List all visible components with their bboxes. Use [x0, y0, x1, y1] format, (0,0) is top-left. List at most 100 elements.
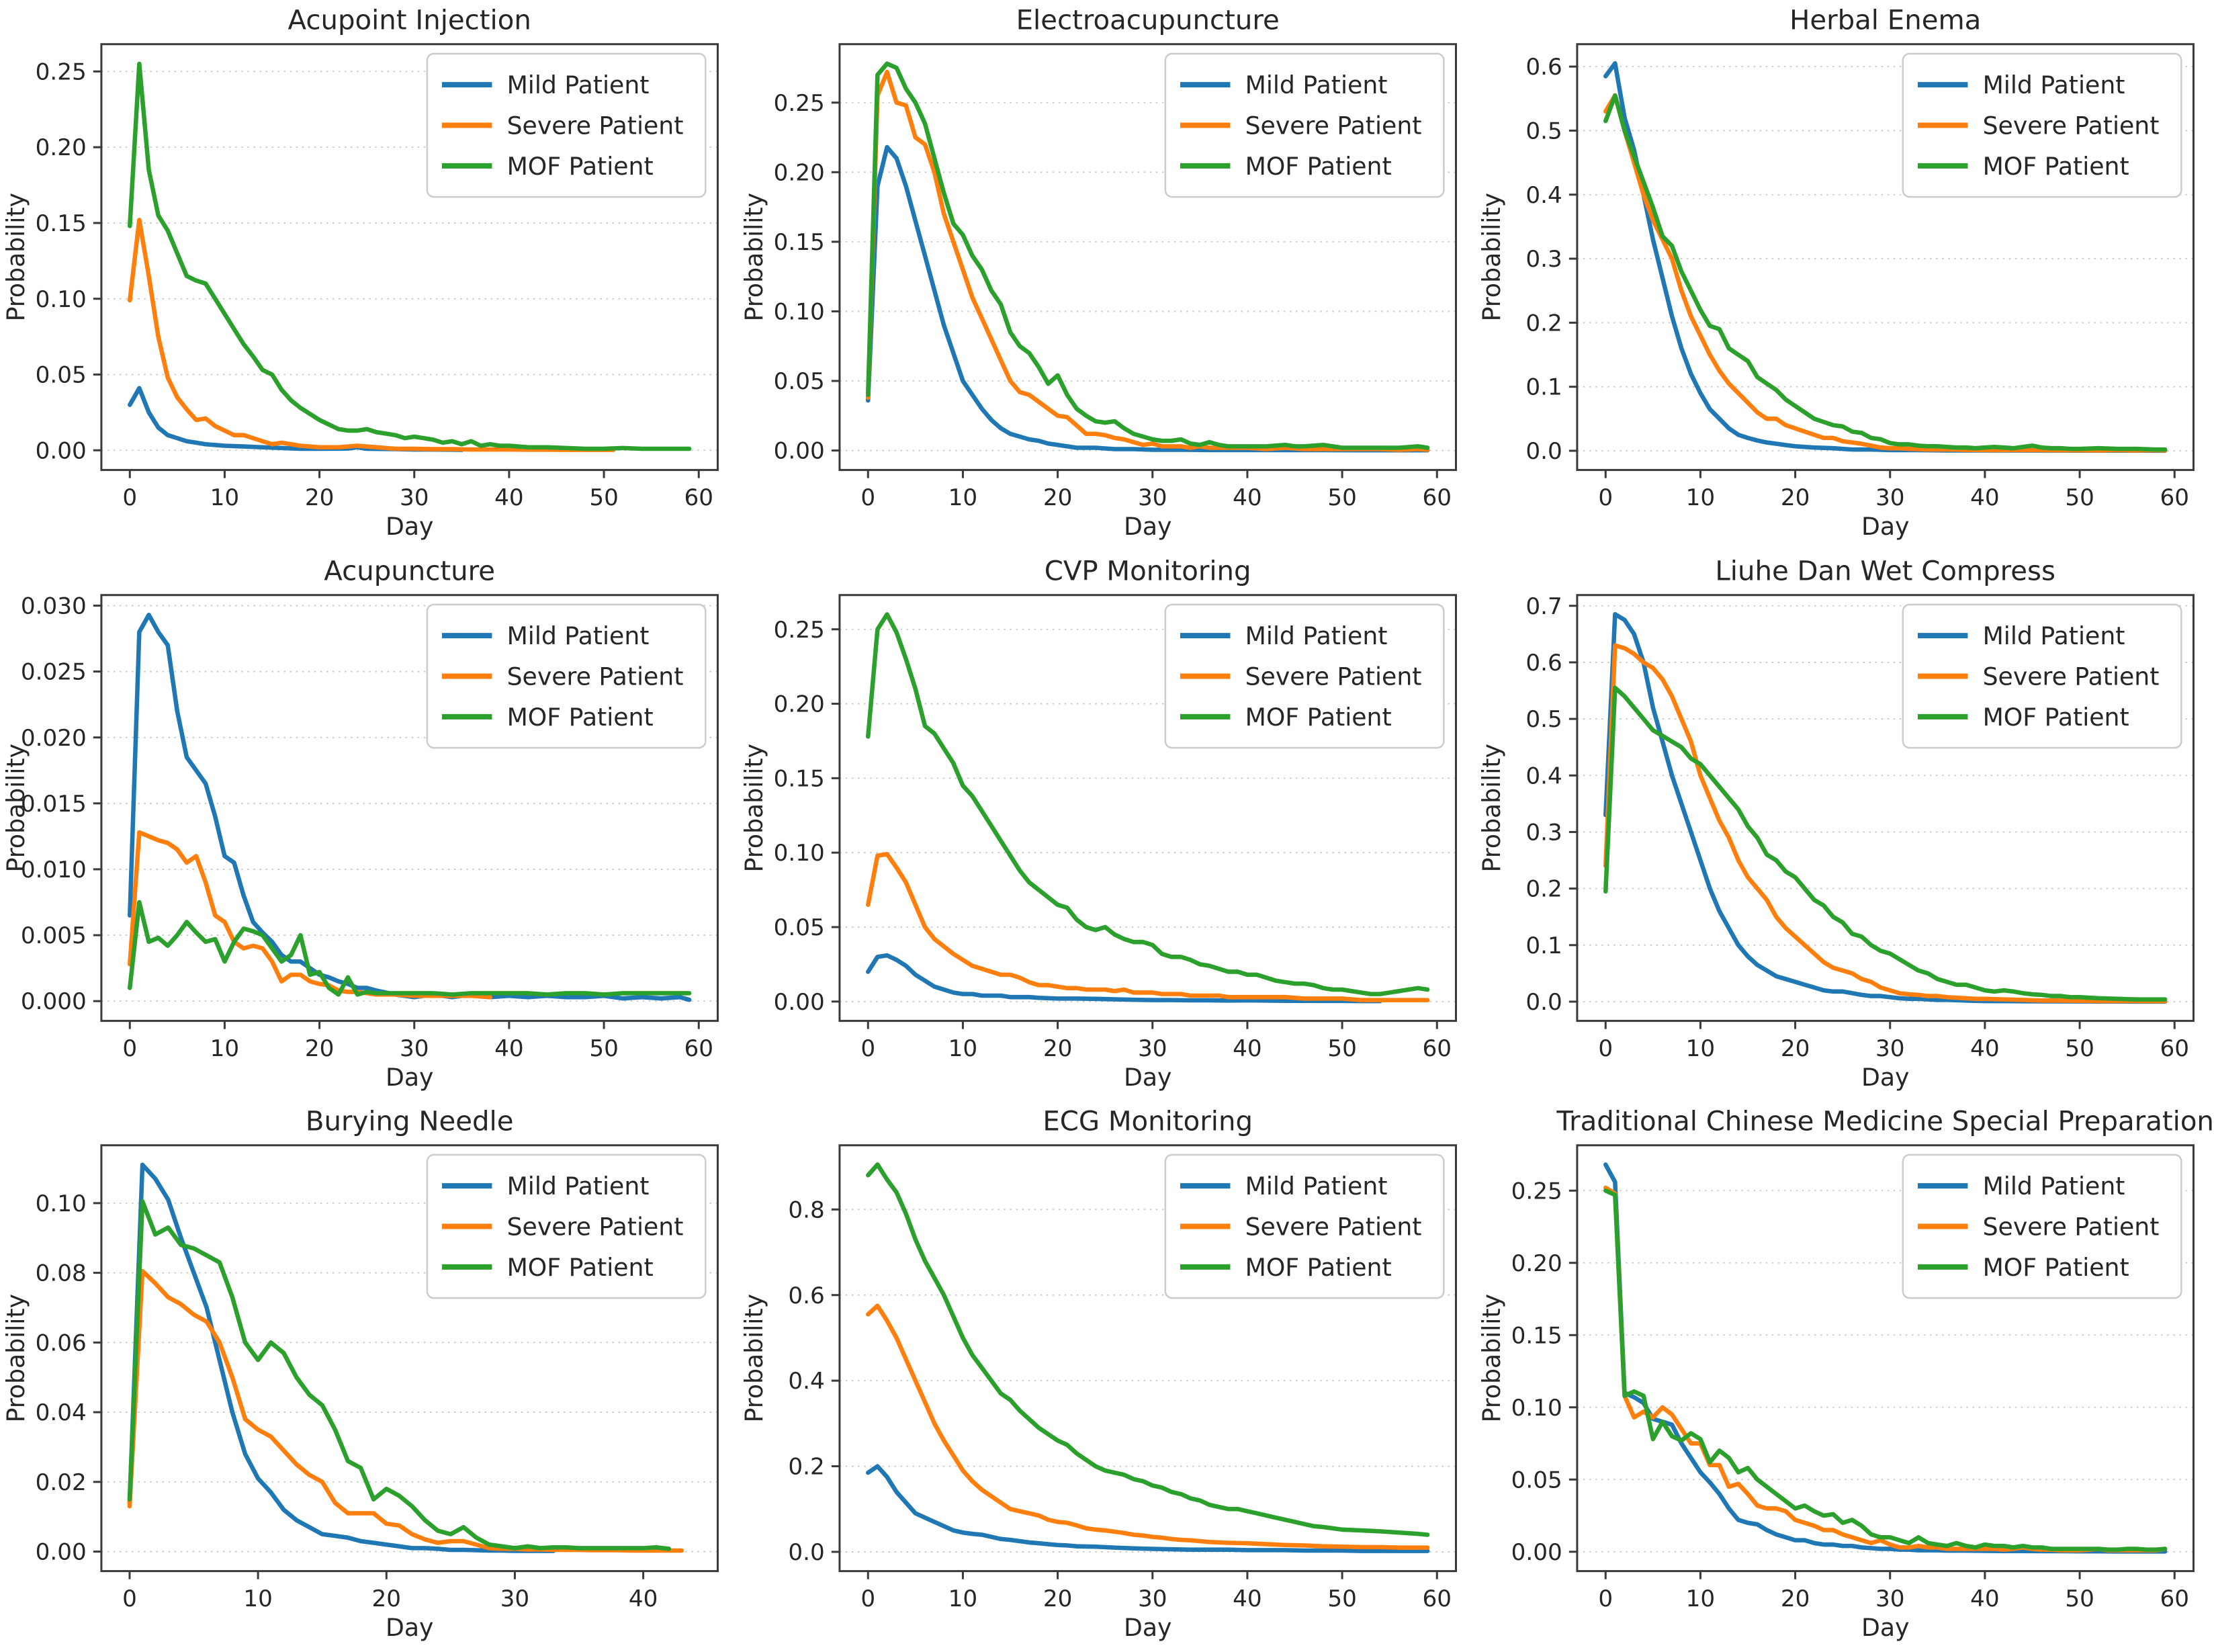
legend-label: Mild Patient — [1983, 1172, 2125, 1201]
y-tick-label: 0.10 — [773, 299, 824, 326]
y-tick-label: 0.00 — [773, 438, 824, 465]
y-tick-label: 0.00 — [1511, 1539, 1562, 1566]
chart-title: Electroacupuncture — [1016, 5, 1279, 36]
axes-frame — [838, 43, 1457, 472]
x-axis-label: Day — [1124, 1063, 1172, 1092]
x-tick-label: 20 — [305, 1035, 335, 1062]
series-line — [128, 61, 692, 451]
y-axis-label: Probability — [1478, 193, 1507, 321]
chart-title: Herbal Enema — [1789, 5, 1981, 36]
x-tick-label: 40 — [1233, 484, 1262, 511]
legend-label: Severe Patient — [507, 112, 684, 140]
chart-svg: 0.000 0.005 0.010 0.015 0.020 0.025 0.030 0 10 20… — [1, 556, 719, 1092]
y-axis-label: Probability — [1, 744, 30, 872]
y-tick-label: 0.06 — [36, 1330, 87, 1357]
x-tick-label: 20 — [1781, 484, 1810, 511]
y-tick-label: 0.020 — [21, 724, 87, 751]
subplot-9: 0.00 0.05 0.10 0.15 0.20 0.25 0 10 20 30 40 50 60 Tra… — [1476, 1101, 2214, 1652]
y-tick-label: 0.15 — [773, 229, 824, 256]
legend — [426, 603, 707, 749]
y-axis-label: Probability — [740, 193, 768, 321]
legend-label: MOF Patient — [1983, 152, 2129, 181]
series-line — [865, 144, 1430, 453]
legend — [426, 1154, 707, 1299]
y-tick-label: 0.25 — [773, 90, 824, 117]
x-tick-label: 50 — [2066, 1585, 2095, 1612]
legend-label: MOF Patient — [1245, 703, 1391, 732]
y-tick-label: 0.15 — [773, 765, 824, 792]
y-tick-label: 0.4 — [788, 1368, 824, 1395]
series-line — [865, 69, 1430, 452]
x-tick-label: 40 — [494, 484, 524, 511]
legend-label: Severe Patient — [1245, 112, 1421, 140]
x-tick-label: 50 — [2066, 1035, 2095, 1062]
x-tick-label: 40 — [1233, 1585, 1262, 1612]
legend-label: Mild Patient — [1983, 621, 2125, 650]
y-tick-label: 0.20 — [1511, 1250, 1562, 1277]
series-line — [127, 1199, 672, 1551]
legend — [1902, 603, 2182, 749]
subplot-5: 0.00 0.05 0.10 0.15 0.20 0.25 0 10 20 30 40 50 60 CVP… — [738, 551, 1476, 1102]
legend-label: MOF Patient — [1245, 152, 1391, 181]
y-tick-label: 0.20 — [773, 159, 824, 186]
x-tick-label: 30 — [500, 1585, 530, 1612]
y-tick-label: 0.7 — [1526, 593, 1562, 619]
subplot-8: 0.0 0.2 0.4 0.6 0.8 0 10 20 30 40 50 60 ECG Monitori… — [738, 1101, 1476, 1652]
chart-svg: 0.0 0.1 0.2 0.3 0.4 0.5 0.6 0.7 0 10 20 30 40 50 60 Liu… — [1478, 556, 2195, 1092]
chart-title: Burying Needle — [306, 1106, 514, 1137]
series-line — [1603, 93, 2168, 453]
x-tick-label: 40 — [494, 1035, 524, 1062]
x-tick-label: 30 — [400, 484, 429, 511]
series-line — [865, 953, 1382, 1004]
y-tick-label: 0.05 — [773, 914, 824, 941]
y-tick-label: 0.005 — [21, 922, 87, 949]
legend-label: MOF Patient — [507, 1253, 654, 1282]
y-tick-label: 0.0 — [1526, 989, 1562, 1016]
x-tick-label: 20 — [1043, 484, 1072, 511]
legend-label: MOF Patient — [507, 152, 654, 181]
y-tick-label: 0.4 — [1526, 182, 1562, 209]
legend-label: MOF Patient — [1983, 1253, 2129, 1282]
subplot-7: 0.00 0.02 0.04 0.06 0.08 0.10 0 10 20 30 40 Burying… — [0, 1101, 738, 1652]
y-tick-label: 0.08 — [36, 1260, 87, 1287]
x-tick-label: 60 — [684, 1035, 713, 1062]
x-axis-label: Day — [1861, 1063, 1910, 1092]
y-tick-label: 0.2 — [788, 1454, 824, 1481]
y-tick-label: 0.010 — [21, 857, 87, 883]
x-tick-label: 60 — [1422, 1585, 1452, 1612]
y-tick-label: 0.6 — [1526, 650, 1562, 677]
y-tick-label: 0.3 — [1526, 246, 1562, 273]
x-tick-label: 60 — [1422, 484, 1452, 511]
legend — [1164, 1154, 1445, 1299]
legend — [426, 52, 707, 198]
x-tick-label: 0 — [122, 1585, 137, 1612]
x-tick-label: 60 — [2160, 1585, 2190, 1612]
axes-frame — [838, 593, 1457, 1022]
legend-label: Severe Patient — [507, 662, 684, 691]
x-tick-label: 0 — [1599, 484, 1613, 511]
y-tick-label: 0.015 — [21, 791, 87, 818]
legend-label: MOF Patient — [1983, 703, 2129, 732]
subplot-4: 0.000 0.005 0.010 0.015 0.020 0.025 0.030 0 10 20… — [0, 551, 738, 1102]
subplot-3: 0.0 0.1 0.2 0.3 0.4 0.5 0.6 0 10 20 30 40 50 60 Herbal… — [1476, 0, 2214, 551]
x-tick-label: 10 — [1686, 1585, 1716, 1612]
x-tick-label: 20 — [372, 1585, 402, 1612]
series-line — [128, 218, 616, 452]
x-tick-label: 50 — [2066, 484, 2095, 511]
x-tick-label: 10 — [1686, 1035, 1716, 1062]
x-tick-label: 50 — [589, 1035, 619, 1062]
y-tick-label: 0.3 — [1526, 819, 1562, 846]
series-line — [127, 1269, 684, 1553]
y-axis-label: Probability — [740, 1294, 768, 1422]
y-tick-label: 0.05 — [773, 368, 824, 395]
x-tick-label: 60 — [684, 484, 713, 511]
series-line — [865, 611, 1430, 996]
y-tick-label: 0.2 — [1526, 310, 1562, 337]
chart-title: CVP Monitoring — [1044, 556, 1251, 586]
x-tick-label: 40 — [629, 1585, 658, 1612]
x-axis-label: Day — [386, 1063, 434, 1092]
x-axis-label: Day — [1861, 512, 1910, 541]
y-tick-label: 0.1 — [1526, 374, 1562, 401]
legend-label: Severe Patient — [1983, 112, 2160, 140]
y-tick-label: 0.10 — [36, 286, 87, 313]
